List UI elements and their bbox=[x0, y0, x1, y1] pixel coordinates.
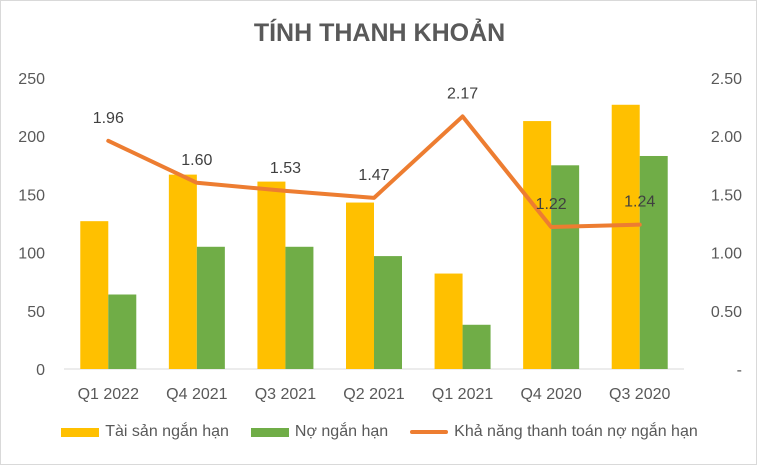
data-label-kha-nang: 1.53 bbox=[270, 160, 301, 177]
y-tick-label: 0 bbox=[36, 362, 45, 379]
line-kha-nang bbox=[106, 114, 642, 229]
y2-tick-label: 2.50 bbox=[711, 71, 742, 88]
y2-tick-label: 0.50 bbox=[711, 304, 742, 321]
bar-no bbox=[374, 256, 402, 369]
bar-tai-san bbox=[168, 174, 197, 369]
legend-swatch-no bbox=[250, 427, 289, 437]
bar-no bbox=[196, 246, 225, 369]
bar-tai-san bbox=[257, 181, 286, 369]
y2-tick-label: 2.00 bbox=[711, 129, 742, 146]
legend-label-tai-san: Tài sản ngắn hạn bbox=[105, 423, 229, 440]
x-tick-label: Q3 2020 bbox=[609, 386, 670, 403]
bar-tai-san bbox=[611, 104, 640, 369]
x-tick-label: Q4 2021 bbox=[166, 386, 227, 403]
data-label-kha-nang: 1.47 bbox=[358, 167, 389, 184]
y-tick-label: 100 bbox=[18, 246, 45, 263]
legend-label-kha-nang: Khả năng thanh toán nợ ngắn hạn bbox=[454, 423, 698, 440]
x-tick-label: Q4 2020 bbox=[520, 386, 581, 403]
bar-no bbox=[285, 246, 314, 369]
chart-title: TÍNH THANH KHOẢN bbox=[253, 19, 506, 47]
data-label-kha-nang: 1.22 bbox=[536, 196, 567, 213]
x-tick-label: Q2 2021 bbox=[343, 386, 404, 403]
x-tick-label: Q3 2021 bbox=[255, 386, 316, 403]
bar-tai-san bbox=[346, 202, 374, 369]
y-tick-label: 150 bbox=[18, 187, 45, 204]
bar-no bbox=[639, 155, 668, 369]
x-tick-label: Q1 2022 bbox=[78, 386, 139, 403]
data-label-kha-nang: 2.17 bbox=[447, 85, 478, 102]
bar-no bbox=[108, 294, 137, 369]
data-label-kha-nang: 1.60 bbox=[181, 152, 212, 169]
data-label-kha-nang: 1.96 bbox=[93, 110, 124, 127]
legend-label-no: Nợ ngắn hạn bbox=[294, 423, 389, 440]
bar-tai-san bbox=[523, 121, 552, 370]
legend-item-kha-nang: Khả năng thanh toán nợ ngắn hạn bbox=[410, 423, 698, 441]
bar-tai-san bbox=[80, 221, 109, 369]
legend-item-tai-san: Tài sản ngắn hạn bbox=[61, 423, 229, 441]
legend-swatch-kha-nang bbox=[410, 430, 449, 434]
bar-tai-san bbox=[434, 273, 463, 369]
y2-tick-label: - bbox=[737, 362, 742, 379]
bar-no bbox=[462, 324, 491, 369]
bar-no bbox=[551, 165, 580, 369]
data-label-kha-nang: 1.24 bbox=[624, 194, 655, 211]
legend-swatch-tai-san bbox=[61, 427, 100, 437]
x-tick-label: Q1 2021 bbox=[432, 386, 493, 403]
y2-tick-label: 1.00 bbox=[711, 246, 742, 263]
chart-legend: Tài sản ngắn hạn Nợ ngắn hạn Khả năng th… bbox=[1, 423, 757, 441]
y-tick-label: 250 bbox=[18, 71, 45, 88]
y-tick-label: 200 bbox=[18, 129, 45, 146]
y-tick-label: 50 bbox=[27, 304, 45, 321]
y2-tick-label: 1.50 bbox=[711, 187, 742, 204]
legend-item-no: Nợ ngắn hạn bbox=[250, 423, 389, 441]
